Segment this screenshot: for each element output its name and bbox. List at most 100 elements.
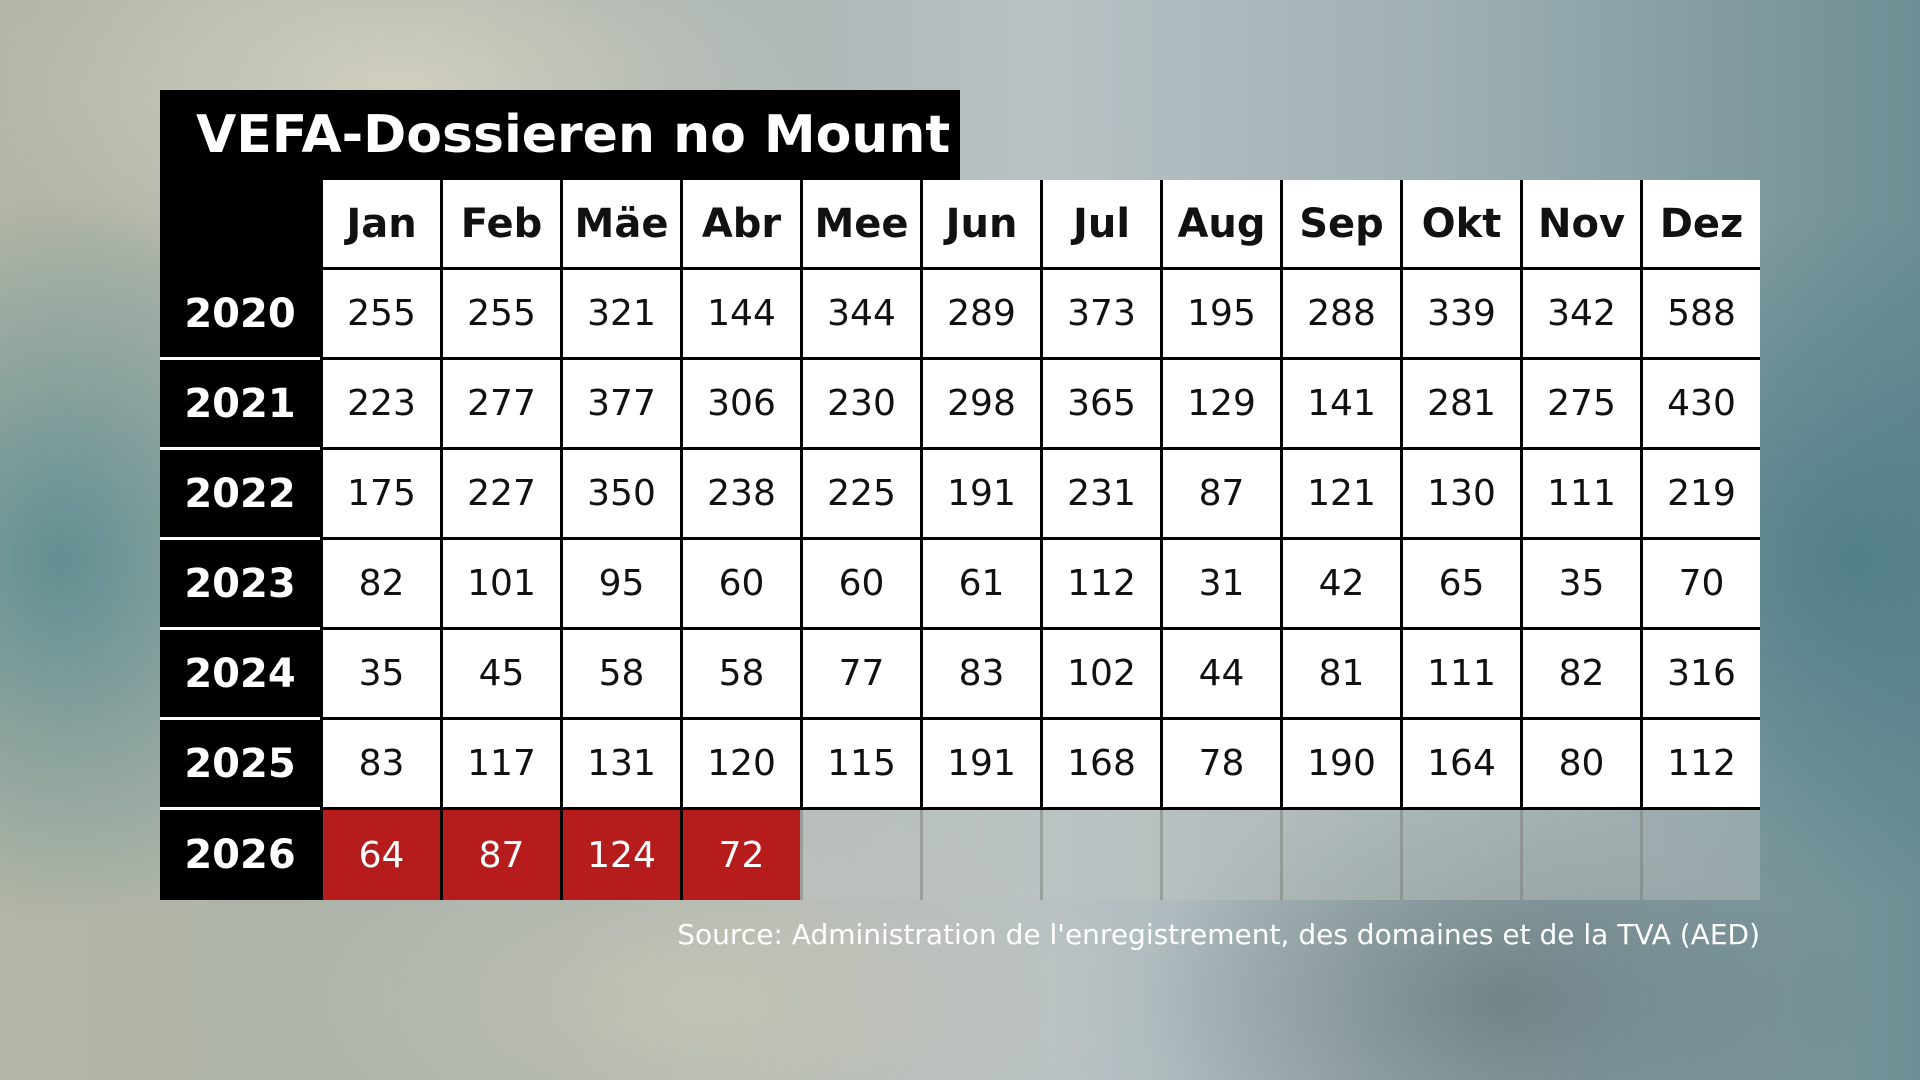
- table-cell: 306: [680, 360, 800, 450]
- table-cell: 35: [1520, 540, 1640, 630]
- table-cell: 227: [440, 450, 560, 540]
- title-box: VEFA-Dossieren no Mount: [160, 90, 960, 180]
- empty-cell: [1280, 810, 1400, 900]
- year-label: 2022: [160, 450, 320, 540]
- table-cell: 35: [320, 630, 440, 720]
- table-cell: 42: [1280, 540, 1400, 630]
- table-cell: 60: [800, 540, 920, 630]
- table-cell: 82: [1520, 630, 1640, 720]
- month-header: Abr: [680, 180, 800, 270]
- year-label: 2021: [160, 360, 320, 450]
- table-cell: 58: [560, 630, 680, 720]
- chart-title: VEFA-Dossieren no Mount: [196, 105, 951, 165]
- table-cell: 31: [1160, 540, 1280, 630]
- table-cell: 65: [1400, 540, 1520, 630]
- table-cell: 64: [320, 810, 440, 900]
- table-cell: 117: [440, 720, 560, 810]
- table-cell: 120: [680, 720, 800, 810]
- table-cell: 316: [1640, 630, 1760, 720]
- table-cell: 44: [1160, 630, 1280, 720]
- table-cell: 275: [1520, 360, 1640, 450]
- table-cell: 231: [1040, 450, 1160, 540]
- empty-cell: [1520, 810, 1640, 900]
- table-cell: 61: [920, 540, 1040, 630]
- year-label: 2023: [160, 540, 320, 630]
- table-cell: 95: [560, 540, 680, 630]
- table-cell: 588: [1640, 270, 1760, 360]
- table-cell: 377: [560, 360, 680, 450]
- table-cell: 223: [320, 360, 440, 450]
- month-header: Nov: [1520, 180, 1640, 270]
- empty-cell: [1400, 810, 1520, 900]
- table-cell: 344: [800, 270, 920, 360]
- data-table: Jan Feb Mäe Abr Mee Jun Jul Aug Sep Okt Nov Dez 2020…: [160, 180, 1760, 900]
- table-cell: 141: [1280, 360, 1400, 450]
- year-label: 2025: [160, 720, 320, 810]
- month-header: Jan: [320, 180, 440, 270]
- table-cell: 373: [1040, 270, 1160, 360]
- table-cell: 191: [920, 450, 1040, 540]
- table-cell: 121: [1280, 450, 1400, 540]
- table-cell: 111: [1400, 630, 1520, 720]
- table-cell: 78: [1160, 720, 1280, 810]
- table-cell: 289: [920, 270, 1040, 360]
- table-cell: 83: [320, 720, 440, 810]
- empty-cell: [1040, 810, 1160, 900]
- table-cell: 129: [1160, 360, 1280, 450]
- table-cell: 130: [1400, 450, 1520, 540]
- empty-cell: [1160, 810, 1280, 900]
- table-cell: 230: [800, 360, 920, 450]
- year-label: 2020: [160, 270, 320, 360]
- table-cell: 131: [560, 720, 680, 810]
- table-cell: 281: [1400, 360, 1520, 450]
- table-cell: 144: [680, 270, 800, 360]
- table-cell: 60: [680, 540, 800, 630]
- table-cell: 87: [440, 810, 560, 900]
- table-cell: 255: [440, 270, 560, 360]
- table-cell: 255: [320, 270, 440, 360]
- table-cell: 164: [1400, 720, 1520, 810]
- table-cell: 83: [920, 630, 1040, 720]
- table-cell: 70: [1640, 540, 1760, 630]
- month-header: Dez: [1640, 180, 1760, 270]
- table-cell: 124: [560, 810, 680, 900]
- table-cell: 190: [1280, 720, 1400, 810]
- month-header: Jun: [920, 180, 1040, 270]
- table-cell: 80: [1520, 720, 1640, 810]
- empty-cell: [800, 810, 920, 900]
- table-cell: 112: [1040, 540, 1160, 630]
- table-cell: 277: [440, 360, 560, 450]
- table-cell: 58: [680, 630, 800, 720]
- table-cell: 81: [1280, 630, 1400, 720]
- month-header: Okt: [1400, 180, 1520, 270]
- table-cell: 288: [1280, 270, 1400, 360]
- table-cell: 168: [1040, 720, 1160, 810]
- table-cell: 87: [1160, 450, 1280, 540]
- table-cell: 225: [800, 450, 920, 540]
- table-cell: 219: [1640, 450, 1760, 540]
- table-cell: 191: [920, 720, 1040, 810]
- table-cell: 298: [920, 360, 1040, 450]
- table-cell: 102: [1040, 630, 1160, 720]
- table-cell: 175: [320, 450, 440, 540]
- table-cell: 101: [440, 540, 560, 630]
- month-header: Aug: [1160, 180, 1280, 270]
- month-header: Mäe: [560, 180, 680, 270]
- table-cell: 115: [800, 720, 920, 810]
- empty-cell: [920, 810, 1040, 900]
- table-cell: 430: [1640, 360, 1760, 450]
- table-cell: 238: [680, 450, 800, 540]
- month-header: Sep: [1280, 180, 1400, 270]
- month-header: Feb: [440, 180, 560, 270]
- table-cell: 72: [680, 810, 800, 900]
- source-note: Source: Administration de l'enregistreme…: [677, 918, 1760, 951]
- table-cell: 339: [1400, 270, 1520, 360]
- table-corner: [160, 180, 320, 270]
- table-cell: 350: [560, 450, 680, 540]
- year-label: 2024: [160, 630, 320, 720]
- table-cell: 45: [440, 630, 560, 720]
- empty-cell: [1640, 810, 1760, 900]
- table-cell: 77: [800, 630, 920, 720]
- table-cell: 111: [1520, 450, 1640, 540]
- table-cell: 321: [560, 270, 680, 360]
